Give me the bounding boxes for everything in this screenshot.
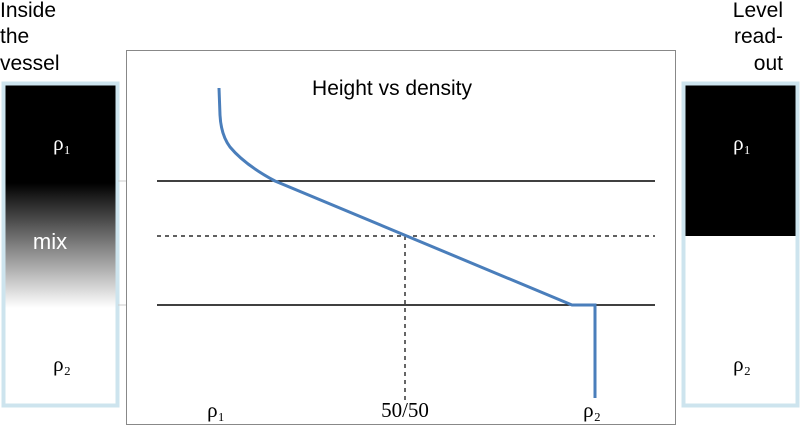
x-label: ρ₁ (207, 398, 225, 422)
vessel-label: ρ₂ (53, 352, 71, 376)
x-label: 50/50 (381, 398, 429, 422)
left-title: the (0, 25, 29, 48)
readout-label: ρ₂ (733, 352, 751, 376)
left-title: Inside (0, 0, 56, 22)
right-title: read- (734, 25, 783, 48)
readout (681, 81, 800, 408)
density-curve (217, 87, 597, 398)
x-label: ρ₂ (583, 398, 601, 422)
plot-frame (126, 50, 676, 425)
readout-label: ρ₁ (733, 131, 751, 155)
vessel-label: mix (33, 229, 67, 254)
vessel-label: ρ₁ (53, 131, 71, 155)
plot-title: Height vs density (312, 77, 472, 100)
right-title: Level (733, 0, 783, 22)
left-title: vessel (0, 52, 60, 75)
right-title: out (754, 52, 783, 75)
vessel (1, 81, 120, 408)
